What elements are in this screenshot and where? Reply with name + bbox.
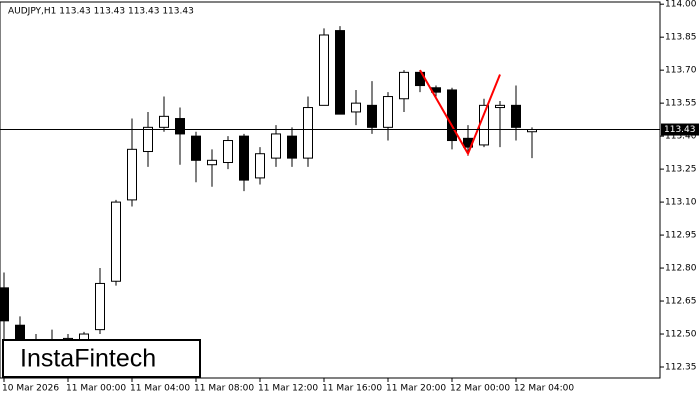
x-tick-label: 11 Mar 16:00 — [322, 384, 382, 394]
candle-body — [223, 140, 233, 164]
candle-body — [239, 135, 249, 181]
y-tick-label: 113.70 — [665, 66, 697, 76]
y-tick-label: 113.10 — [665, 198, 697, 208]
candle-body — [287, 135, 297, 159]
current-price-label: 113.43 — [664, 125, 696, 135]
candle-body — [303, 107, 313, 159]
candle-body — [255, 153, 265, 179]
candle-body — [367, 104, 377, 128]
logo: InstaFintech — [20, 345, 156, 373]
y-tick-label: 113.55 — [665, 99, 697, 109]
logo-box — [2, 339, 201, 378]
candle-body — [143, 126, 153, 153]
x-tick-label: 12 Mar 04:00 — [514, 384, 574, 394]
chart-title: AUDJPY,H1 113.43 113.43 113.43 113.43 — [8, 7, 194, 17]
y-tick-label: 112.35 — [665, 363, 697, 373]
y-tick-label: 113.85 — [665, 33, 697, 43]
candle-body — [207, 159, 217, 166]
x-tick-label: 11 Mar 00:00 — [66, 384, 126, 394]
candle-body — [335, 30, 345, 115]
candle-body — [447, 89, 457, 142]
x-tick-label: 12 Mar 00:00 — [450, 384, 510, 394]
candle-body — [0, 287, 9, 322]
candle-body — [159, 115, 169, 128]
x-tick-label: 11 Mar 20:00 — [386, 384, 446, 394]
candle-body — [319, 34, 329, 106]
y-tick-label: 112.65 — [665, 297, 697, 307]
candle-body — [511, 104, 521, 128]
candle-body — [175, 118, 185, 135]
candle-body — [95, 282, 105, 331]
current-price-box — [661, 123, 699, 136]
candle-body — [271, 133, 281, 159]
y-tick-label: 113.25 — [665, 165, 697, 175]
y-tick-label: 112.95 — [665, 231, 697, 241]
y-tick-label: 114.00 — [665, 0, 697, 10]
x-tick-label: 11 Mar 12:00 — [258, 384, 318, 394]
candle-body — [495, 104, 505, 109]
candle-body — [127, 148, 137, 201]
candle-body — [111, 201, 121, 282]
candle-body — [191, 135, 201, 161]
y-tick-label: 112.80 — [665, 264, 697, 274]
x-tick-label: 10 Mar 2026 — [2, 384, 59, 394]
y-tick-label: 112.50 — [665, 330, 697, 340]
x-tick-label: 11 Mar 08:00 — [194, 384, 254, 394]
x-tick-label: 11 Mar 04:00 — [130, 384, 190, 394]
plot-frame — [0, 1, 661, 379]
y-tick-label: 113.40 — [665, 132, 697, 142]
candle-body — [383, 96, 393, 128]
candle-body — [399, 71, 409, 100]
pattern-line — [419, 69, 501, 156]
candle-body — [479, 104, 489, 146]
candle-body — [351, 102, 361, 113]
